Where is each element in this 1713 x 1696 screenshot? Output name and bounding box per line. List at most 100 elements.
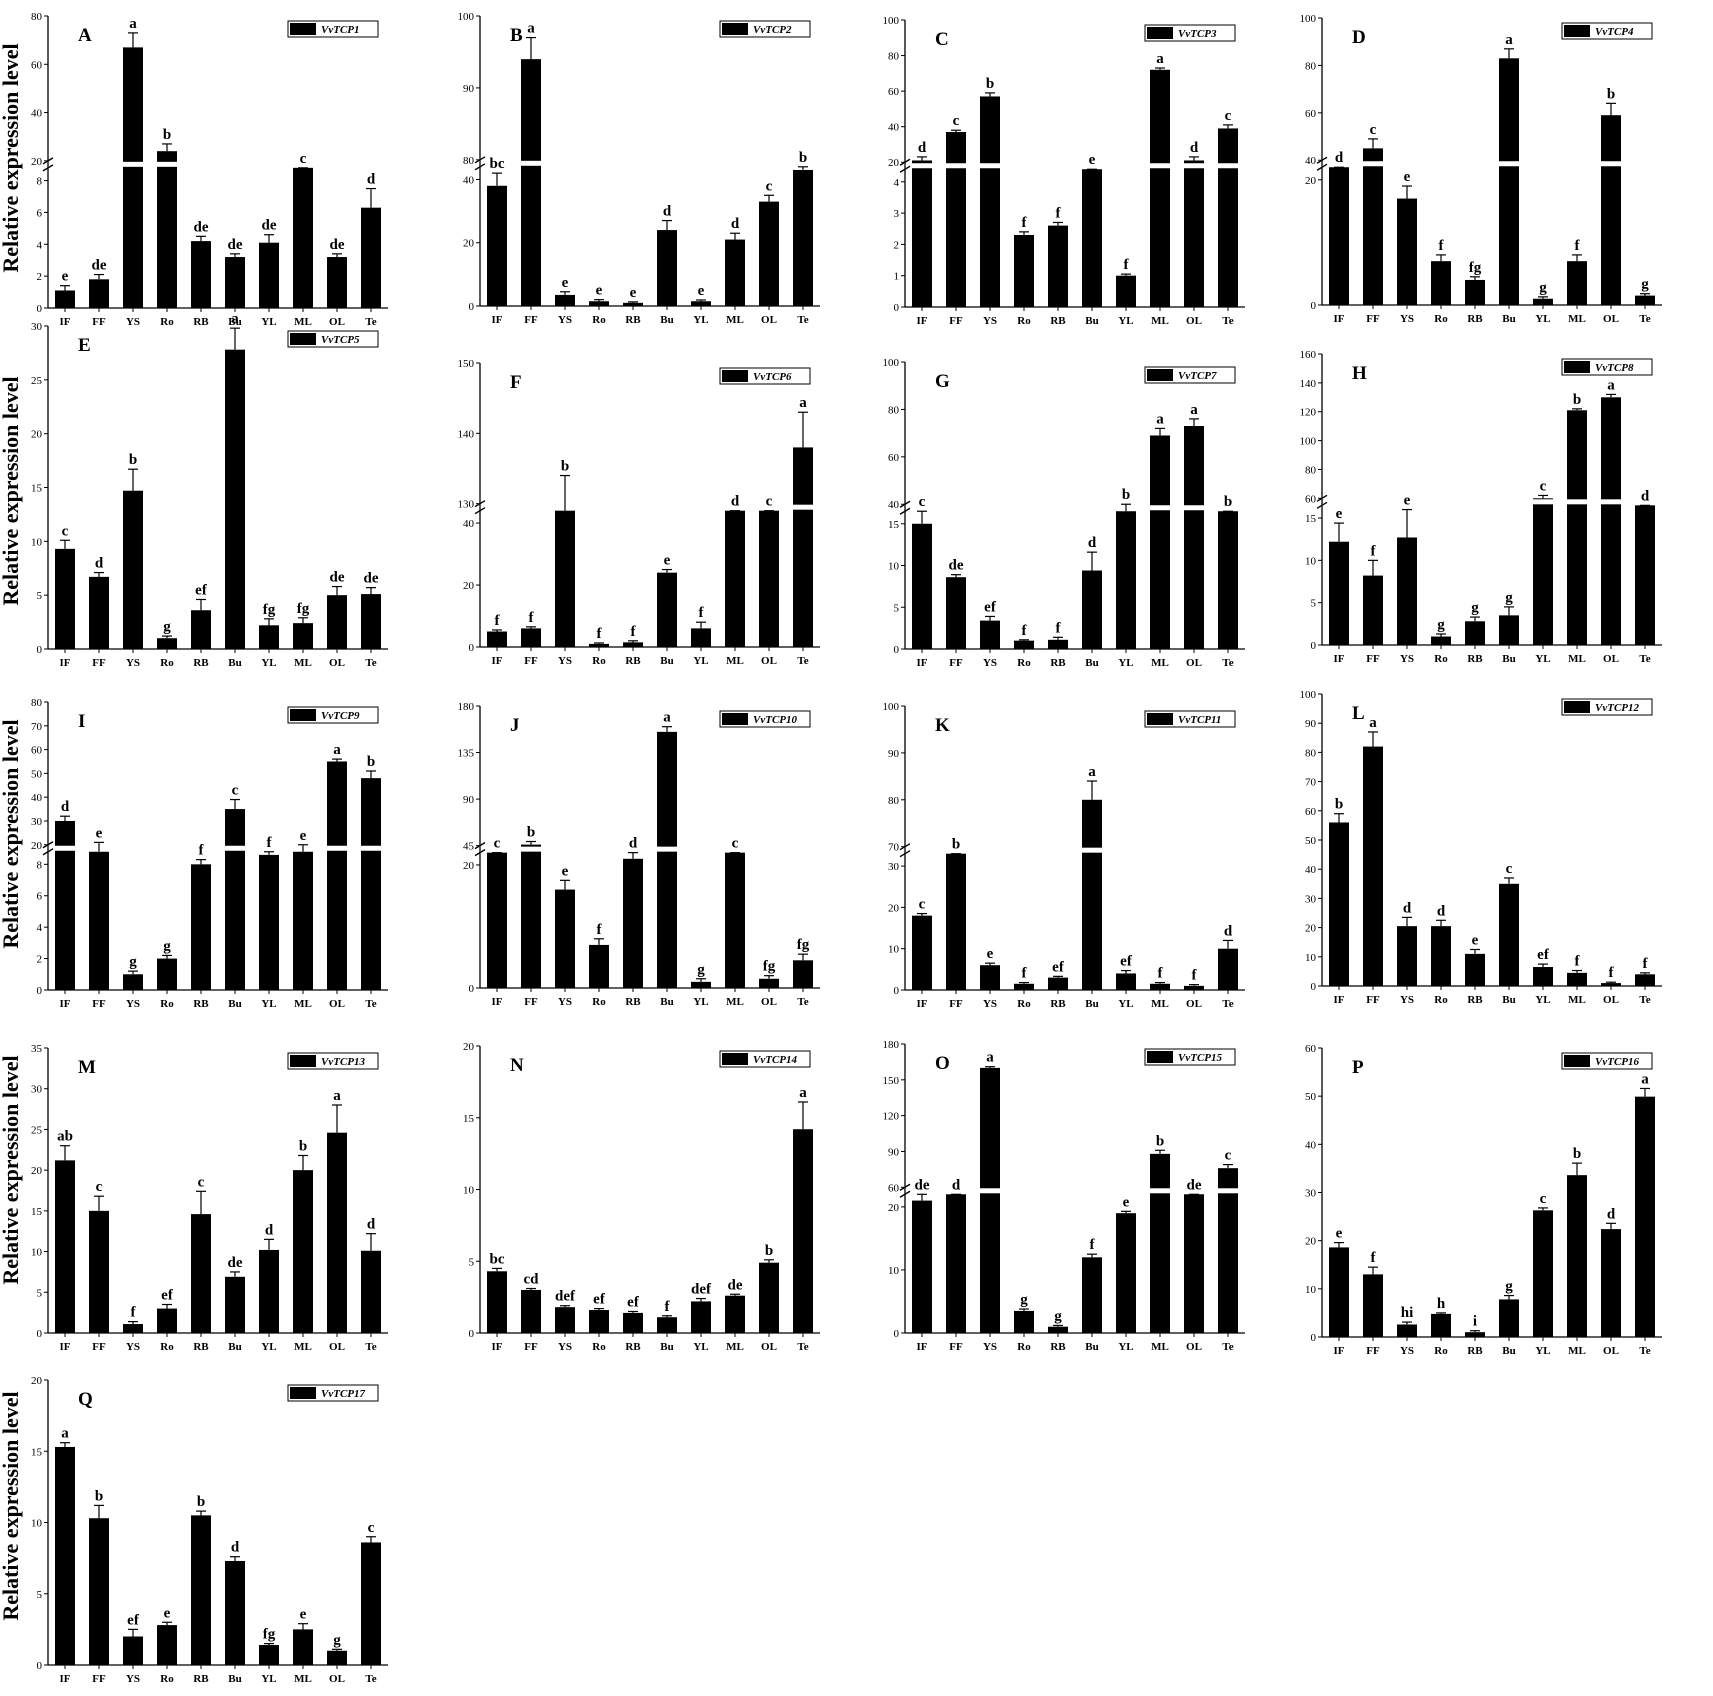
bar-M-Ro <box>157 1308 177 1333</box>
bar-N-RB <box>623 1312 643 1333</box>
bar-I-ML <box>293 851 313 990</box>
sig-label-O-RB: g <box>1054 1308 1062 1324</box>
sig-label-P-YS: hi <box>1401 1305 1414 1321</box>
bar-break-C-OL <box>1183 163 1205 169</box>
bar-O-OL <box>1184 1194 1204 1333</box>
sig-label-K-RB: ef <box>1052 959 1065 975</box>
x-tick-label-N-FF: FF <box>524 1341 538 1353</box>
y-tick-label-C: 20 <box>888 157 900 169</box>
sig-label-G-YL: b <box>1122 487 1130 503</box>
sig-label-N-Bu: f <box>665 1299 671 1315</box>
sig-label-Q-YL: fg <box>263 1627 276 1643</box>
panel-letter-J: J <box>510 715 520 736</box>
sig-label-B-YS: e <box>562 275 569 291</box>
x-tick-label-J-OL: OL <box>761 996 777 1008</box>
x-tick-label-H-Te: Te <box>1639 653 1650 665</box>
y-tick-label-A: 20 <box>31 156 43 168</box>
bar-D-FF <box>1363 148 1383 305</box>
x-tick-label-L-Bu: Bu <box>1502 994 1515 1006</box>
legend-swatch-B <box>722 23 748 35</box>
sig-label-E-FF: d <box>95 556 104 572</box>
sig-label-F-OL: c <box>766 494 773 510</box>
bar-A-Te <box>361 207 381 308</box>
x-tick-label-O-YS: YS <box>983 1341 997 1353</box>
sig-label-K-Bu: a <box>1088 764 1096 780</box>
panel-N: 0 5 10 15 20 N VvTCP14 bc IF cd FF def YS ef Ro ef RB f Bu… <box>463 1041 820 1353</box>
bar-O-Ro <box>1014 1310 1034 1333</box>
x-tick-label-C-FF: FF <box>949 315 963 327</box>
sig-label-E-RB: ef <box>195 582 208 598</box>
bar-L-Bu <box>1499 883 1519 986</box>
bar-break-K-Bu <box>1081 847 1103 853</box>
bar-J-Ro <box>589 944 609 988</box>
legend-swatch-L <box>1564 701 1590 713</box>
y-tick-label-I: 70 <box>31 721 43 733</box>
sig-label-A-RB: de <box>194 219 209 235</box>
sig-label-J-YS: e <box>562 863 569 879</box>
x-tick-label-M-YS: YS <box>126 1341 140 1353</box>
bar-M-Bu <box>225 1276 245 1333</box>
sig-label-L-Bu: c <box>1506 861 1513 877</box>
panel-letter-E: E <box>78 335 91 356</box>
bar-G-YS <box>980 620 1000 649</box>
bar-C-Te <box>1218 128 1238 307</box>
x-tick-label-O-Ro: Ro <box>1017 1341 1031 1353</box>
ylabel-row3: Relative expression level <box>0 719 23 948</box>
panel-letter-L: L <box>1352 703 1365 724</box>
y-tick-label-C: 0 <box>894 302 900 314</box>
bar-B-RB <box>623 302 643 306</box>
bar-H-IF <box>1329 541 1349 645</box>
bar-E-YS <box>123 490 143 649</box>
sig-label-H-YL: c <box>1540 478 1547 494</box>
bar-F-Ro <box>589 643 609 647</box>
ylabel-row5: Relative expression level <box>0 1391 23 1620</box>
y-tick-label-C: 60 <box>888 86 900 98</box>
x-tick-label-I-Te: Te <box>365 998 376 1010</box>
y-tick-label-A: 0 <box>37 303 43 315</box>
x-tick-label-O-IF: IF <box>917 1341 928 1353</box>
x-tick-label-Q-Ro: Ro <box>160 1673 174 1685</box>
panel-G: 0 5 10 15 40 60 80 100 G VvTCP7 c IF de FF ef YS f Ro f RB d… <box>883 357 1245 669</box>
bar-P-YL <box>1533 1210 1553 1337</box>
sig-label-L-YL: ef <box>1537 947 1550 963</box>
y-tick-label-N: 15 <box>463 1113 475 1125</box>
x-tick-label-G-OL: OL <box>1186 657 1202 669</box>
bar-L-OL <box>1601 983 1621 986</box>
sig-label-M-RB: c <box>198 1174 205 1190</box>
legend-label-D: VvTCP4 <box>1595 26 1634 38</box>
x-tick-label-Q-IF: IF <box>60 1673 71 1685</box>
sig-label-P-FF: f <box>1371 1250 1377 1266</box>
y-tick-label-N: 20 <box>463 1041 475 1053</box>
bar-H-FF <box>1363 575 1383 645</box>
bar-J-YL <box>691 981 711 988</box>
sig-label-C-Bu: e <box>1089 152 1096 168</box>
bar-O-RB <box>1048 1326 1068 1333</box>
bar-F-YL <box>691 628 711 647</box>
bar-L-FF <box>1363 746 1383 986</box>
sig-label-A-Te: d <box>367 172 376 188</box>
bar-P-RB <box>1465 1332 1485 1337</box>
x-tick-label-F-YS: YS <box>558 655 572 667</box>
x-tick-label-K-IF: IF <box>917 998 928 1010</box>
bar-break-D-FF <box>1362 161 1384 167</box>
panel-letter-M: M <box>78 1057 96 1078</box>
y-tick-label-K: 100 <box>883 701 900 713</box>
bar-B-YL <box>691 301 711 306</box>
x-tick-label-I-Bu: Bu <box>228 998 241 1010</box>
sig-label-C-ML: a <box>1156 51 1164 67</box>
bar-K-Bu <box>1082 799 1102 990</box>
y-tick-label-D: 80 <box>1305 60 1317 72</box>
sig-label-N-Ro: ef <box>593 1292 606 1308</box>
sig-label-J-Te: fg <box>797 937 810 953</box>
bar-O-YL <box>1116 1213 1136 1333</box>
bar-K-OL <box>1184 985 1204 990</box>
bar-M-RB <box>191 1214 211 1333</box>
y-tick-label-K: 20 <box>888 902 900 914</box>
bar-break-B-FF <box>520 160 542 166</box>
x-tick-label-P-Ro: Ro <box>1434 1345 1448 1357</box>
ylabel-row1: Relative expression level <box>0 43 23 272</box>
x-tick-label-G-Ro: Ro <box>1017 657 1031 669</box>
y-tick-label-I: 0 <box>37 985 43 997</box>
sig-label-N-IF: bc <box>490 1251 505 1267</box>
y-tick-label-G: 5 <box>894 602 900 614</box>
